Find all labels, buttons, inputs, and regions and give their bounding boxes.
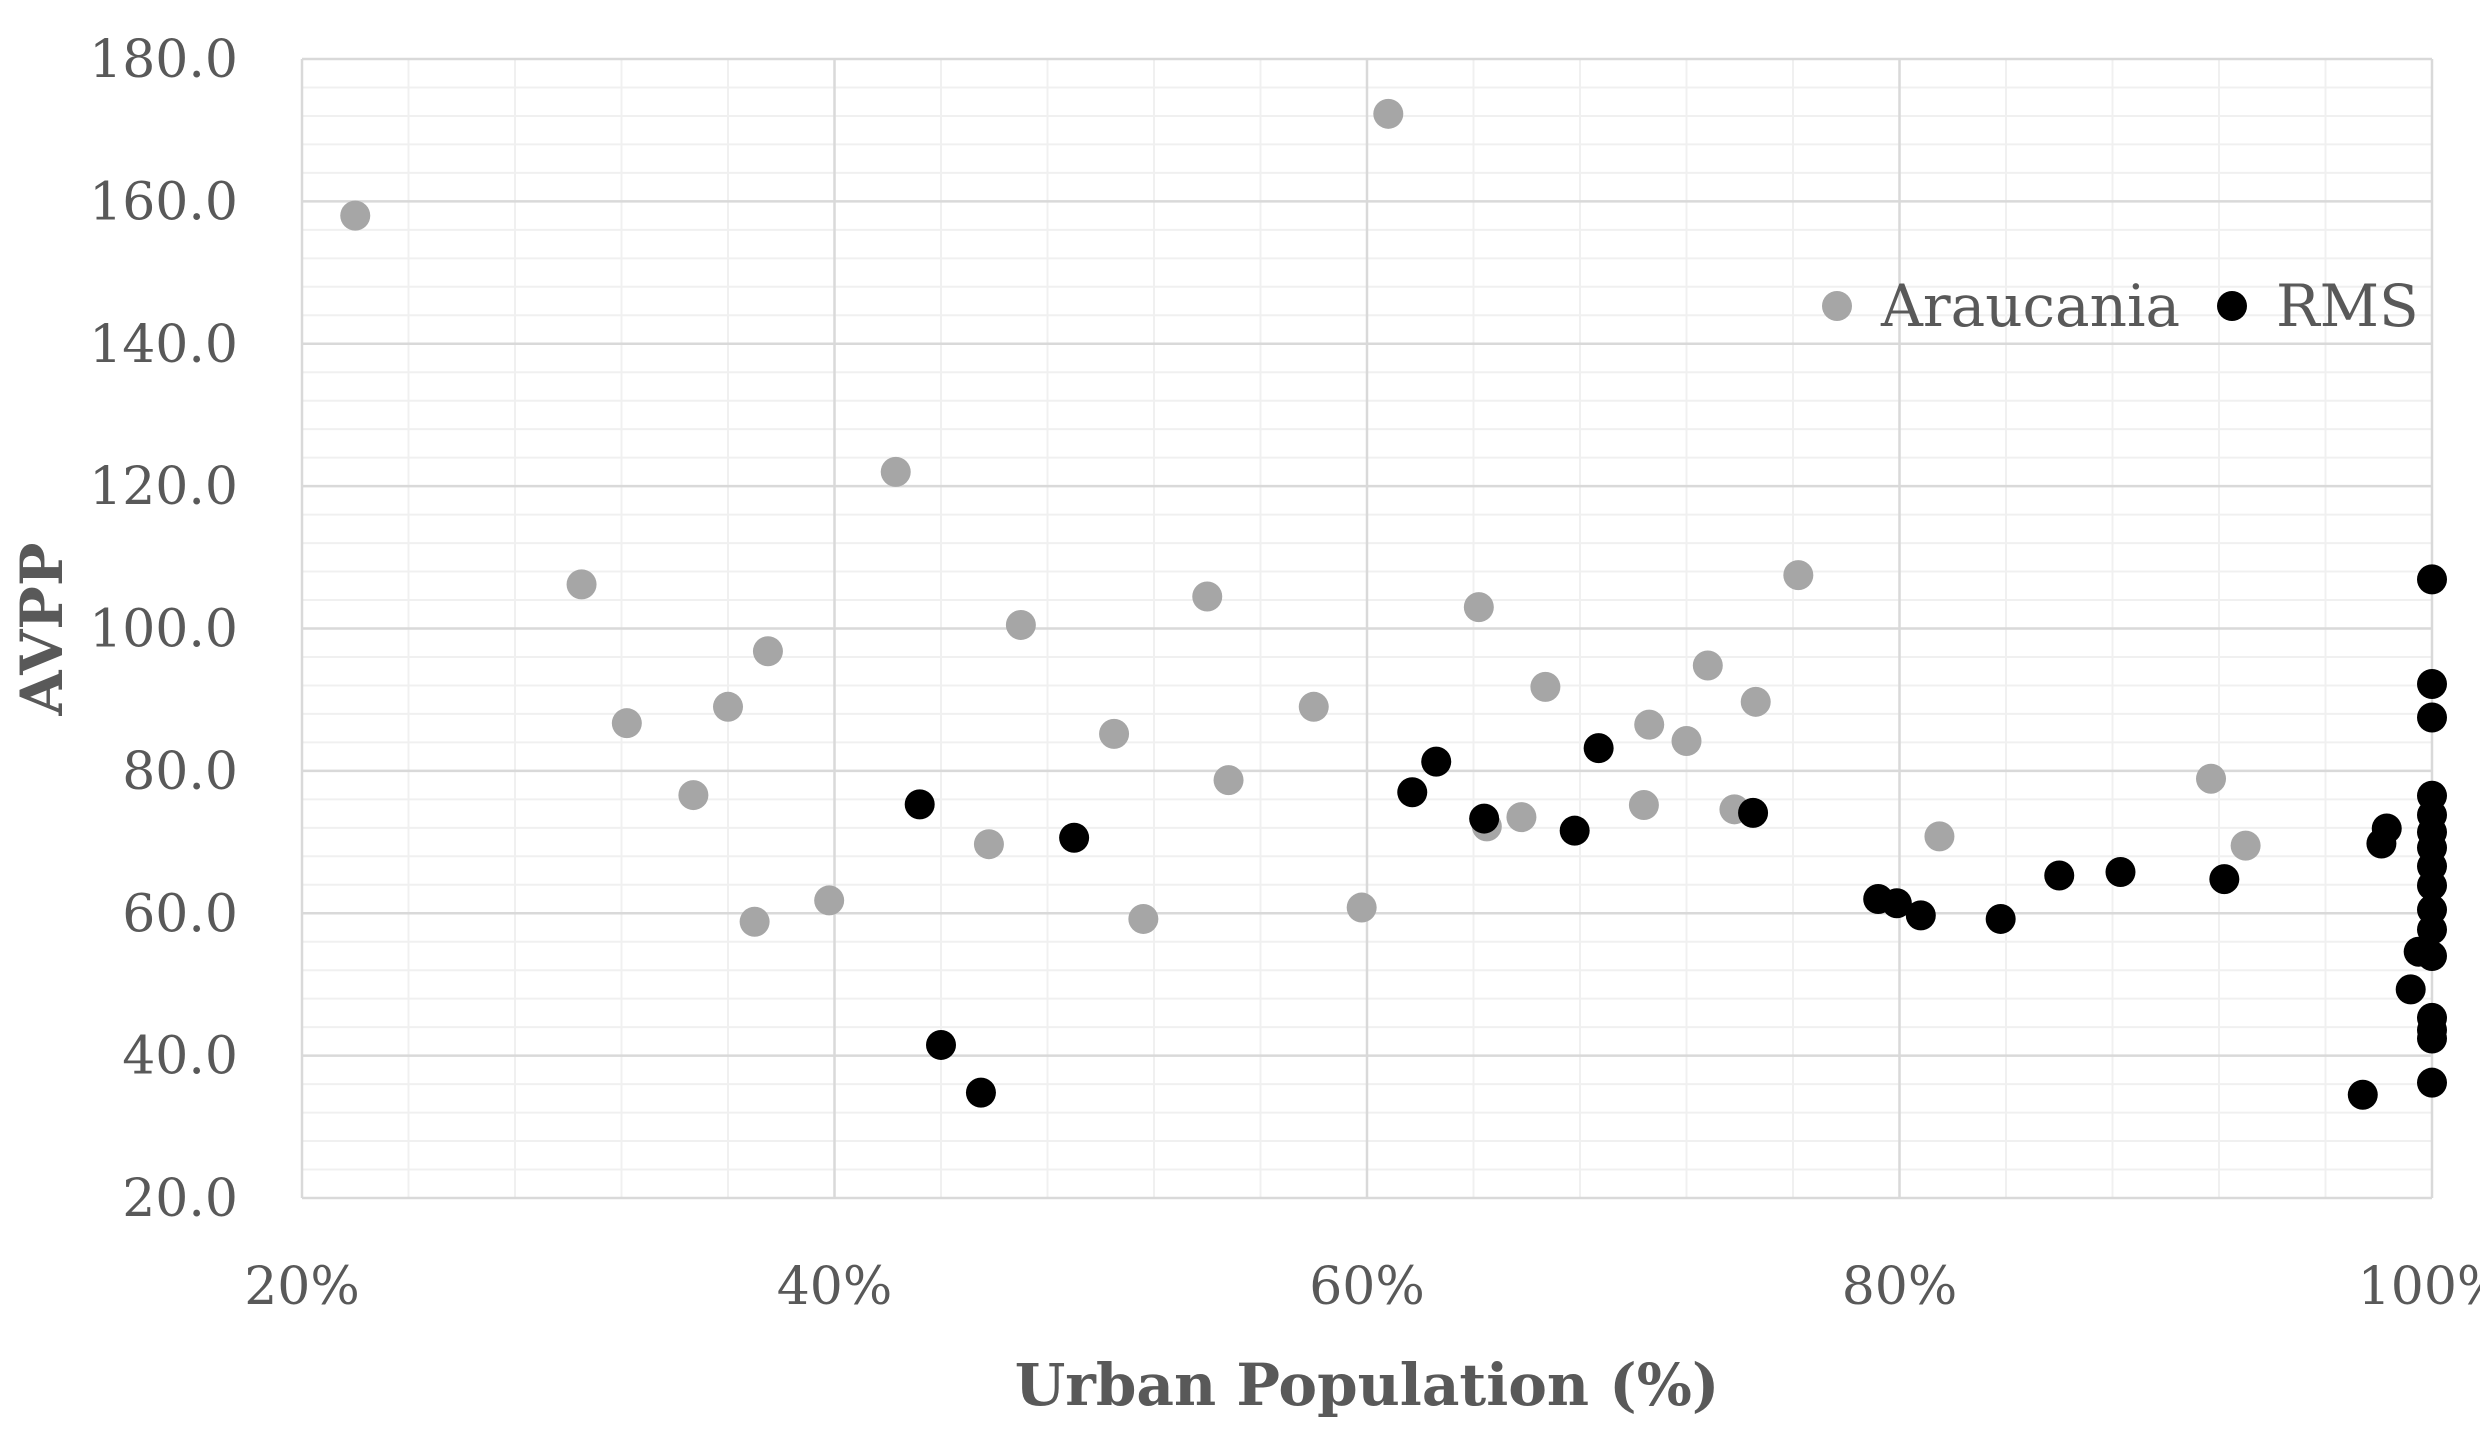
araucania-point — [340, 200, 371, 231]
rms-point — [2044, 860, 2075, 891]
araucania-point — [1128, 903, 1159, 934]
legend: Araucania RMS — [1822, 272, 2419, 340]
x-axis-title: Urban Population (%) — [1015, 1351, 1720, 1419]
rms-point — [926, 1029, 956, 1060]
araucania-point — [1530, 671, 1561, 702]
araucania-point — [2196, 763, 2227, 794]
araucania-point — [1373, 98, 1404, 129]
araucania-point — [678, 780, 709, 811]
araucania-point — [880, 456, 911, 487]
araucania-point — [1628, 790, 1659, 821]
rms-point — [2417, 669, 2447, 700]
legend-marker-araucania — [1822, 291, 1852, 321]
rms-point — [1469, 803, 1500, 834]
araucania-point — [1783, 560, 1814, 591]
rms-point — [2417, 914, 2447, 945]
x-tick-label: 80% — [1842, 1257, 1958, 1317]
rms-point — [965, 1077, 996, 1108]
araucania-point — [1099, 718, 1130, 749]
x-tick-label: 100% — [2358, 1257, 2480, 1317]
y-axis-title: AVPP — [8, 542, 76, 716]
araucania-point — [1506, 802, 1537, 833]
araucania-point — [1692, 650, 1723, 681]
araucania-point — [611, 708, 642, 739]
y-tick-label: 80.0 — [122, 742, 238, 802]
araucania-point — [1192, 581, 1223, 612]
y-tick-label: 160.0 — [89, 172, 238, 232]
rms-point — [1881, 888, 1912, 919]
x-axis-tick-labels: 20% 40% 60% 80% 100% — [244, 1257, 2480, 1317]
araucania-point — [713, 691, 743, 722]
rms-point — [1738, 797, 1769, 828]
rms-point — [2417, 870, 2447, 901]
y-tick-label: 60.0 — [122, 884, 238, 944]
rms-point — [904, 789, 935, 820]
y-tick-label: 100.0 — [89, 600, 238, 660]
araucania-point — [1924, 821, 1955, 852]
y-tick-label: 180.0 — [89, 30, 238, 90]
y-tick-label: 20.0 — [122, 1169, 238, 1229]
major-gridlines — [300, 57, 2434, 1200]
rms-point — [1059, 822, 1090, 853]
x-tick-label: 20% — [244, 1257, 360, 1317]
rms-point — [1559, 815, 1590, 846]
rms-point — [2417, 1023, 2447, 1054]
araucania-point — [1740, 686, 1771, 717]
y-tick-label: 120.0 — [89, 457, 238, 517]
rms-point — [1397, 777, 1428, 808]
legend-label-araucania: Araucania — [1880, 272, 2180, 340]
rms-point — [2417, 564, 2447, 595]
rms-point — [2395, 974, 2426, 1005]
rms-point — [1583, 733, 1614, 764]
araucania-point — [973, 829, 1004, 860]
legend-label-rms: RMS — [2276, 272, 2419, 340]
araucania-point — [1005, 609, 1036, 640]
araucania-point — [2230, 830, 2261, 861]
x-tick-label: 40% — [777, 1257, 893, 1317]
x-tick-label: 60% — [1309, 1257, 1425, 1317]
rms-point — [2417, 1067, 2447, 1098]
rms-point — [1905, 900, 1936, 931]
y-axis-tick-labels: 20.0 40.0 60.0 80.0 100.0 120.0 140.0 160.0 180.… — [89, 30, 238, 1229]
araucania-point — [1213, 765, 1244, 796]
araucania-point — [1634, 709, 1665, 740]
rms-point — [2371, 813, 2402, 844]
y-tick-label: 40.0 — [122, 1027, 238, 1087]
legend-marker-rms — [2217, 291, 2247, 321]
araucania-point — [566, 569, 597, 600]
araucania-point — [739, 906, 770, 937]
data-points — [340, 98, 2447, 1110]
rms-point — [2209, 864, 2240, 895]
rms-point — [2417, 702, 2447, 733]
araucania-point — [1298, 691, 1329, 722]
y-tick-label: 140.0 — [89, 315, 238, 375]
araucania-point — [752, 636, 783, 667]
rms-point — [2347, 1079, 2378, 1110]
araucania-point — [1463, 592, 1494, 623]
araucania-point — [814, 885, 845, 916]
rms-point — [1985, 903, 2016, 934]
araucania-point — [1671, 725, 1702, 756]
rms-point — [2105, 856, 2136, 887]
rms-point — [1421, 746, 1452, 777]
rms-point — [2417, 940, 2447, 971]
araucania-point — [1346, 892, 1377, 923]
